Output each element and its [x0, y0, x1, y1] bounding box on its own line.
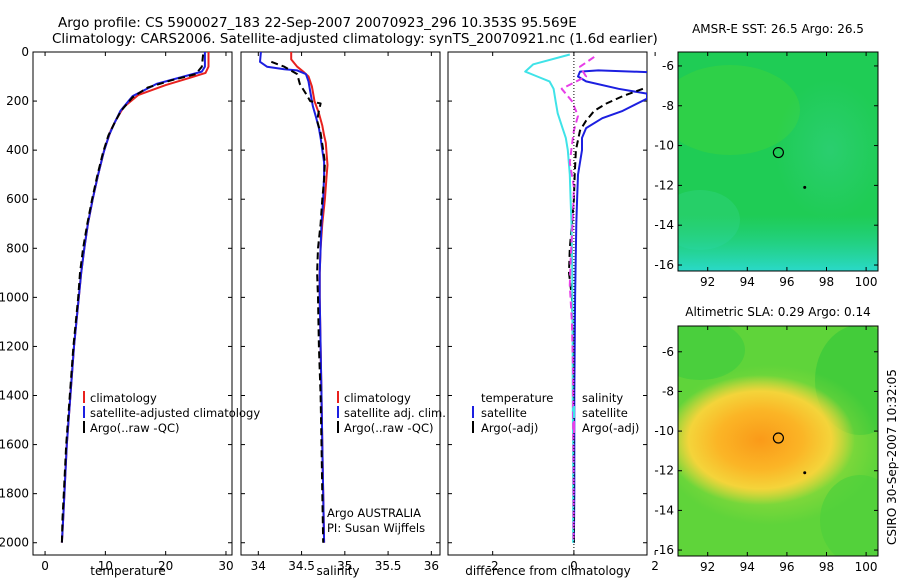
legend-label-argo: Argo(..raw -QC)	[90, 421, 180, 435]
difference-axis-label: difference from climatology	[465, 564, 631, 578]
sla-map-blob	[678, 326, 745, 380]
sla-map	[678, 326, 878, 556]
y-tick-label: 1200	[0, 339, 29, 353]
temperature-panel	[32, 51, 233, 556]
legend-label-satellite: satellite-adjusted climatology	[90, 406, 260, 420]
map-x-tick-label: 100	[855, 560, 878, 574]
x-tick-label: -2	[487, 559, 499, 573]
series-line-argo-raw-qc-	[270, 60, 326, 543]
legend-label-temp-argo: Argo(-adj)	[481, 421, 538, 435]
y-tick-label: 2000	[0, 536, 29, 550]
sla-track-marker	[803, 471, 807, 475]
sla-map-blob	[820, 475, 878, 556]
x-tick-label: 35.5	[375, 559, 402, 573]
map-x-tick-label: 92	[700, 560, 715, 574]
sst-track-marker	[803, 185, 807, 189]
sst-map-frame	[677, 51, 879, 272]
map-y-tick-label: -10	[654, 139, 674, 153]
sst-map	[678, 52, 878, 271]
x-tick-label: 10	[98, 559, 113, 573]
series-line-temperature-satellite	[572, 69, 647, 543]
x-tick-label: 36	[424, 559, 439, 573]
difference-legend: temperature salinity satellite Argo(-adj…	[472, 391, 639, 435]
sla-map-title: Altimetric SLA: 0.29 Argo: 0.14	[685, 305, 870, 319]
map-y-tick-label: -10	[654, 424, 674, 438]
sst-map-blob	[775, 80, 878, 220]
x-tick-label: 0	[41, 559, 49, 573]
salinity-axis-label: salinity	[316, 564, 359, 578]
series-line-argo-raw-qc-	[60, 54, 205, 543]
legend-label-sal-argo: Argo(-adj)	[582, 421, 639, 435]
map-y-tick-label: -12	[654, 178, 674, 192]
salinity-panel	[240, 51, 441, 556]
map-y-tick-label: -12	[654, 464, 674, 478]
map-y-tick-label: -6	[662, 345, 674, 359]
y-tick-label: 400	[6, 143, 29, 157]
map-y-tick-label: -14	[654, 218, 674, 232]
map-x-tick-label: 92	[700, 275, 715, 289]
y-tick-label: 1600	[0, 438, 29, 452]
x-tick-label: 35	[337, 559, 352, 573]
map-x-tick-label: 98	[819, 560, 834, 574]
temperature-axis-label: temperature	[90, 564, 165, 578]
x-tick-label: 34	[251, 559, 266, 573]
map-y-tick-label: -6	[662, 59, 674, 73]
figure-title-line1: Argo profile: CS 5900027_183 22-Sep-2007…	[58, 15, 577, 31]
y-tick-label: 1800	[0, 487, 29, 501]
pi-label: PI: Susan Wijffels	[327, 521, 425, 535]
map-y-tick-label: -14	[654, 503, 674, 517]
map-x-tick-label: 96	[779, 560, 794, 574]
map-x-tick-label: 98	[819, 275, 834, 289]
map-x-tick-label: 96	[779, 275, 794, 289]
sst-map-blob	[678, 65, 800, 155]
y-tick-label: 0	[21, 45, 29, 59]
legend-title-salinity: salinity	[582, 391, 623, 405]
sst-argo-position-marker	[772, 146, 784, 159]
sst-map-title: AMSR-E SST: 26.5 Argo: 26.5	[692, 22, 864, 36]
legend-label-climatology: climatology	[344, 391, 411, 405]
csiro-timestamp: CSIRO 30-Sep-2007 10:32:05	[885, 369, 899, 545]
legend-label-temp-satellite: satellite	[481, 406, 527, 420]
legend-label-argo: Argo(..raw -QC)	[344, 421, 434, 435]
legend-label-satellite: satellite adj. clim.	[344, 406, 446, 420]
x-tick-label: 2	[651, 559, 659, 573]
legend-title-temperature: temperature	[481, 391, 553, 405]
map-x-tick-label: 94	[740, 275, 755, 289]
y-tick-label: 600	[6, 192, 29, 206]
argo-australia-label: Argo AUSTRALIA	[327, 506, 421, 520]
sst-map-bottom-band	[678, 215, 878, 271]
difference-panel	[447, 51, 648, 556]
temperature-legend: climatology satellite-adjusted climatolo…	[83, 391, 260, 435]
sla-argo-position-marker	[772, 432, 784, 444]
y-tick-label: 800	[6, 241, 29, 255]
map-x-tick-label: 94	[740, 560, 755, 574]
map-x-tick-label: 100	[855, 275, 878, 289]
legend-label-climatology: climatology	[90, 391, 157, 405]
y-tick-label: 200	[6, 94, 29, 108]
x-tick-label: 0	[570, 559, 578, 573]
map-y-tick-label: -8	[662, 384, 674, 398]
figure-title-line2: Climatology: CARS2006. Satellite-adjuste…	[52, 31, 658, 47]
sla-map-warm-core	[678, 375, 855, 505]
map-y-tick-label: -16	[654, 543, 674, 557]
y-tick-label: 1400	[0, 389, 29, 403]
x-tick-label: 20	[158, 559, 173, 573]
sla-map-frame	[677, 325, 879, 557]
salinity-legend: climatology satellite adj. clim. Argo(..…	[327, 391, 446, 535]
map-y-tick-label: -8	[662, 99, 674, 113]
x-tick-label: 34.5	[288, 559, 315, 573]
y-tick-label: 1000	[0, 290, 29, 304]
series-line-satellite-adj-clim-	[259, 52, 326, 543]
x-tick-label: 30	[218, 559, 233, 573]
legend-label-sal-satellite: satellite	[582, 406, 628, 420]
map-y-tick-label: -16	[654, 258, 674, 272]
